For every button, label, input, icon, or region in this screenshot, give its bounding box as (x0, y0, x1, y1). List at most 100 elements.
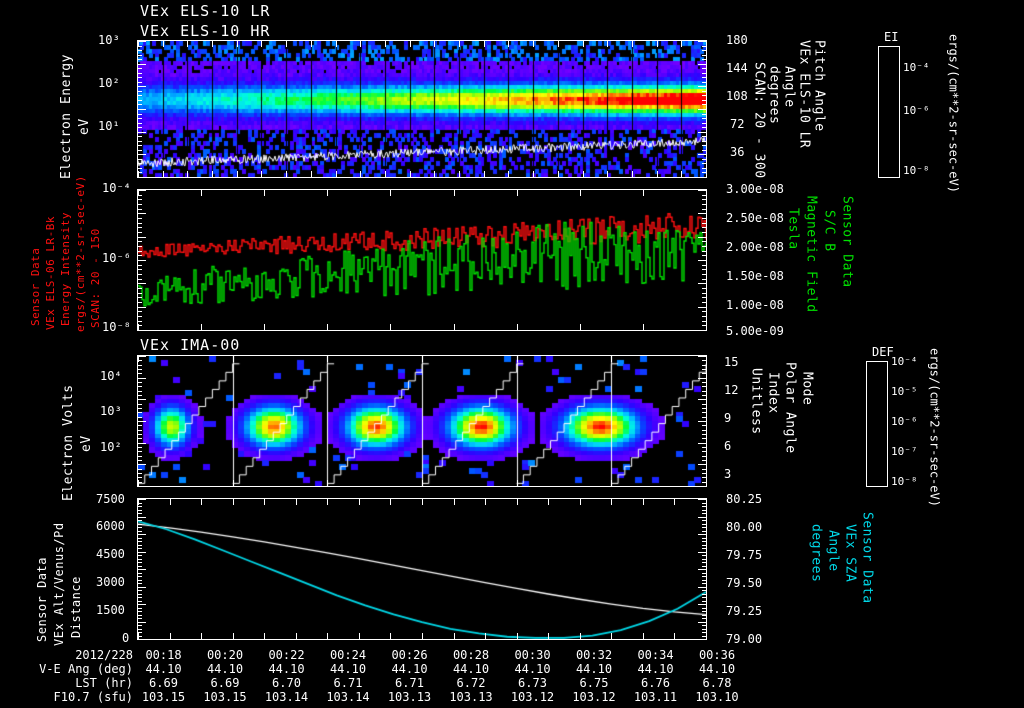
axis-tick (698, 443, 706, 444)
axis-tick (580, 499, 581, 505)
axis-tick (138, 513, 142, 514)
axis-tick (702, 417, 706, 418)
axis-tick (702, 316, 706, 317)
axis-tick (138, 168, 142, 169)
axis-tick (138, 41, 146, 42)
panel1-ytick-2: 10² (98, 76, 120, 90)
axis-tick (187, 41, 188, 47)
axis-tick (170, 633, 171, 639)
axis-tick (138, 531, 142, 532)
axis-tick (702, 611, 706, 612)
axis-tick (702, 325, 706, 326)
colorbar2-tick-2: 10⁻⁶ (891, 415, 918, 428)
axis-tick (454, 633, 455, 639)
axis-tick (702, 255, 706, 256)
axis-tick (138, 430, 142, 431)
panel1-ytick2-36: 36 (730, 145, 745, 159)
panel4-y-label-0: Sensor Data (35, 557, 49, 642)
axis-tick (327, 190, 328, 196)
axis-tick (702, 434, 706, 435)
axis-tick (422, 480, 423, 486)
axis-tick (138, 265, 142, 266)
table-cell: 00:26 (391, 648, 428, 662)
axis-tick (138, 227, 142, 228)
panel4-plot-area[interactable] (137, 498, 707, 640)
axis-tick (485, 633, 486, 639)
axis-tick (138, 145, 142, 146)
axis-tick (138, 524, 142, 525)
axis-tick (138, 356, 139, 362)
axis-tick (138, 541, 142, 542)
panel4-ytick2-1: 80.00 (726, 520, 763, 534)
axis-tick (517, 480, 518, 486)
axis-tick (702, 204, 706, 205)
table-cell: 6.69 (210, 676, 240, 690)
axis-tick (702, 360, 706, 361)
axis-tick (138, 506, 142, 507)
axis-tick (702, 288, 706, 289)
panel2-ytick2-1: 2.50e-08 (726, 211, 784, 225)
axis-tick (327, 480, 328, 486)
axis-tick (702, 91, 706, 92)
colorbar2-units: ergs/(cm**2-sr-sec-eV) (927, 348, 942, 507)
colorbar2-tick-4: 10⁻⁸ (891, 475, 918, 488)
table-cell: 00:30 (514, 648, 551, 662)
axis-tick (681, 41, 682, 47)
axis-tick (508, 171, 509, 177)
axis-tick (459, 171, 460, 177)
panel1-title-hr: VEx ELS-10 HR (140, 22, 271, 40)
axis-tick (698, 552, 706, 553)
axis-tick (138, 587, 146, 588)
panel2-plot-area[interactable] (137, 189, 707, 331)
axis-tick (702, 608, 706, 609)
colorbar1 (878, 46, 900, 178)
axis-tick (138, 68, 142, 69)
axis-tick (138, 64, 146, 65)
axis-tick (138, 50, 142, 51)
axis-tick (138, 622, 146, 623)
axis-tick (360, 41, 361, 47)
table-cell: 44.10 (206, 662, 244, 676)
axis-tick (698, 132, 706, 133)
axis-tick (170, 499, 171, 505)
axis-tick (138, 163, 142, 164)
panel3-ytick2-0: 15 (724, 355, 739, 369)
axis-tick (698, 421, 706, 422)
axis-tick (702, 311, 706, 312)
axis-tick (611, 356, 612, 362)
axis-tick (138, 632, 142, 633)
axis-tick (558, 41, 559, 47)
axis-tick (580, 190, 581, 196)
axis-tick (138, 307, 146, 308)
panel2-y-label-1: VEx ELS-06 LR-Bk (44, 216, 57, 330)
axis-tick (201, 633, 202, 639)
panel2-ytick-0: 10⁻⁴ (102, 181, 131, 195)
table-row-label-0: 2012/228 (75, 648, 133, 662)
panel3-plot-area[interactable] (137, 355, 707, 487)
axis-tick (698, 260, 706, 261)
axis-tick (702, 199, 706, 200)
axis-tick (508, 41, 509, 47)
axis-tick (138, 255, 142, 256)
axis-tick (702, 145, 706, 146)
axis-tick (517, 190, 518, 196)
axis-tick (138, 395, 142, 396)
panel3-y2-label-2: Index (765, 372, 781, 414)
axis-tick (138, 373, 142, 374)
axis-tick (261, 41, 262, 47)
axis-tick (138, 460, 142, 461)
axis-tick (138, 391, 142, 392)
axis-tick (702, 223, 706, 224)
axis-tick (702, 279, 706, 280)
panel1-plot-area[interactable] (137, 40, 707, 178)
table-cell: 6.75 (579, 676, 609, 690)
axis-tick (702, 365, 706, 366)
table-cell: 6.71 (395, 676, 424, 690)
table-cell: 103.12 (572, 690, 616, 704)
panel3-ytick2-4: 3 (724, 467, 732, 481)
axis-tick (138, 486, 146, 487)
axis-tick (698, 64, 706, 65)
axis-tick (681, 171, 682, 177)
panel4-ytick2-2: 79.75 (726, 548, 763, 562)
axis-tick (138, 378, 146, 379)
